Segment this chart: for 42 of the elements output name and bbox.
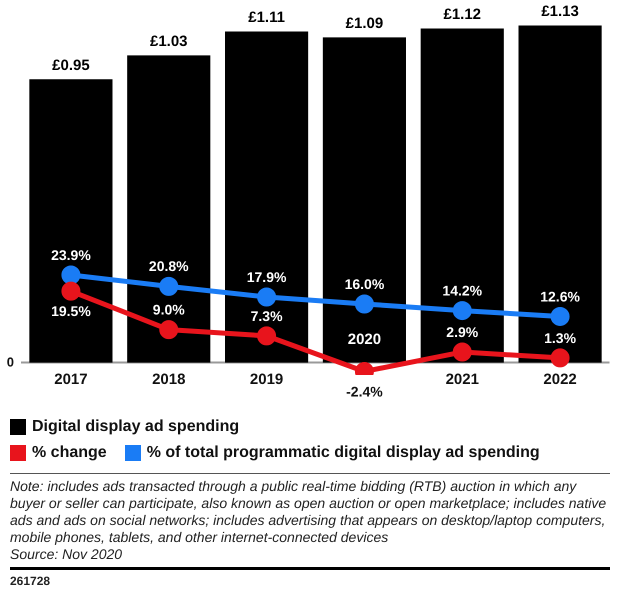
x-tick-label: 2019: [250, 370, 284, 388]
data-label: 14.2%: [442, 282, 483, 298]
data-label: £1.03: [150, 32, 188, 50]
x-tick-label: 2017: [54, 370, 88, 388]
point: [550, 306, 570, 326]
x-tick-label: 2021: [446, 370, 479, 388]
text: Note: includes ads transacted through a public real-time bidding (RTB) auction in which any buyer or seller can participate, also known as open auction or open marketplace; includes native ads and ads on social networks; includes advertising that appears on desktop/laptop computers, mobile phones, tablets, and other internet-connected devices: [10, 478, 608, 546]
point: [61, 266, 80, 285]
data-label: -2.4%: [346, 383, 384, 400]
point: [159, 276, 178, 296]
legend-label: % change: [32, 444, 107, 462]
text: 0: [6, 354, 14, 370]
data-label: 23.9%: [51, 246, 92, 263]
data-label: £1.11: [248, 9, 285, 26]
x-tick-label: 2022: [543, 370, 577, 388]
data-label: £1.13: [541, 3, 579, 20]
text: 261728: [10, 567, 610, 590]
point: [257, 326, 276, 346]
data-label: £1.12: [443, 6, 482, 24]
point: [550, 348, 570, 368]
data-label: 20.8%: [148, 258, 190, 274]
point: [452, 301, 472, 320]
data-label: £1.09: [346, 15, 384, 32]
data-label: 1.3%: [544, 330, 577, 346]
data-label: 7.3%: [250, 308, 284, 324]
x-tick-label: 2018: [152, 370, 186, 388]
data-label: 17.9%: [246, 268, 287, 285]
point: [257, 288, 276, 307]
data-label: 19.5%: [51, 303, 92, 320]
data-label: 9.0%: [152, 302, 186, 318]
data-label: £0.95: [52, 56, 90, 74]
legend-label: % of total programmatic digital display ad spending: [146, 444, 540, 462]
point: [452, 342, 472, 362]
data-label: 2.9%: [446, 324, 479, 340]
x-tick-label: 2020: [348, 330, 382, 348]
point: [354, 294, 374, 314]
legend-label: Digital display ad spending: [32, 418, 240, 436]
source-note: Source: Nov 2020: [10, 546, 124, 563]
data-label: 16.0%: [344, 276, 385, 292]
point: [159, 320, 178, 340]
point: [61, 282, 80, 301]
data-label: 12.6%: [540, 288, 580, 304]
